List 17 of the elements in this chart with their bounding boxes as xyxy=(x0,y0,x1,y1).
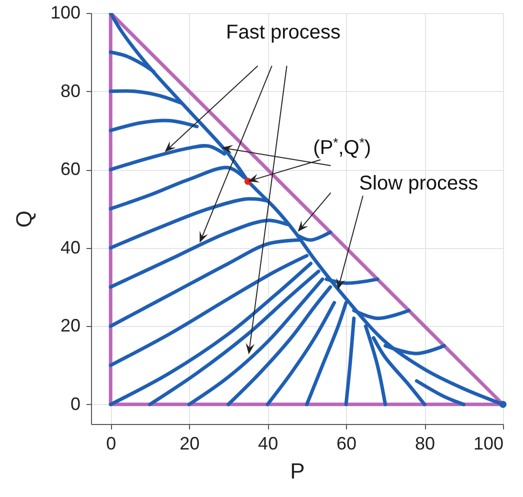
y-tick-label: 100 xyxy=(50,2,80,22)
x-axis-title: P xyxy=(290,458,305,484)
y-tick-label: 40 xyxy=(60,237,80,258)
x-tick-label: 0 xyxy=(106,434,116,454)
annotation: (P$^{*}$,Q$^{*}$) xyxy=(313,134,372,160)
y-tick-label: 80 xyxy=(60,80,80,101)
annotation: Fast process xyxy=(226,22,341,44)
y-tick-label: 0 xyxy=(70,394,80,414)
y-tick-label: 20 xyxy=(60,316,80,336)
annotation: Slow process xyxy=(359,172,478,194)
x-tick-label: 100 xyxy=(473,434,504,454)
y-tick-label: 60 xyxy=(60,159,80,180)
x-tick-label: 80 xyxy=(415,434,436,454)
x-tick-label: 20 xyxy=(180,434,200,454)
x-tick-label: 60 xyxy=(336,434,357,454)
y-axis-title: Q xyxy=(11,210,36,228)
x-tick-label: 40 xyxy=(258,434,278,454)
